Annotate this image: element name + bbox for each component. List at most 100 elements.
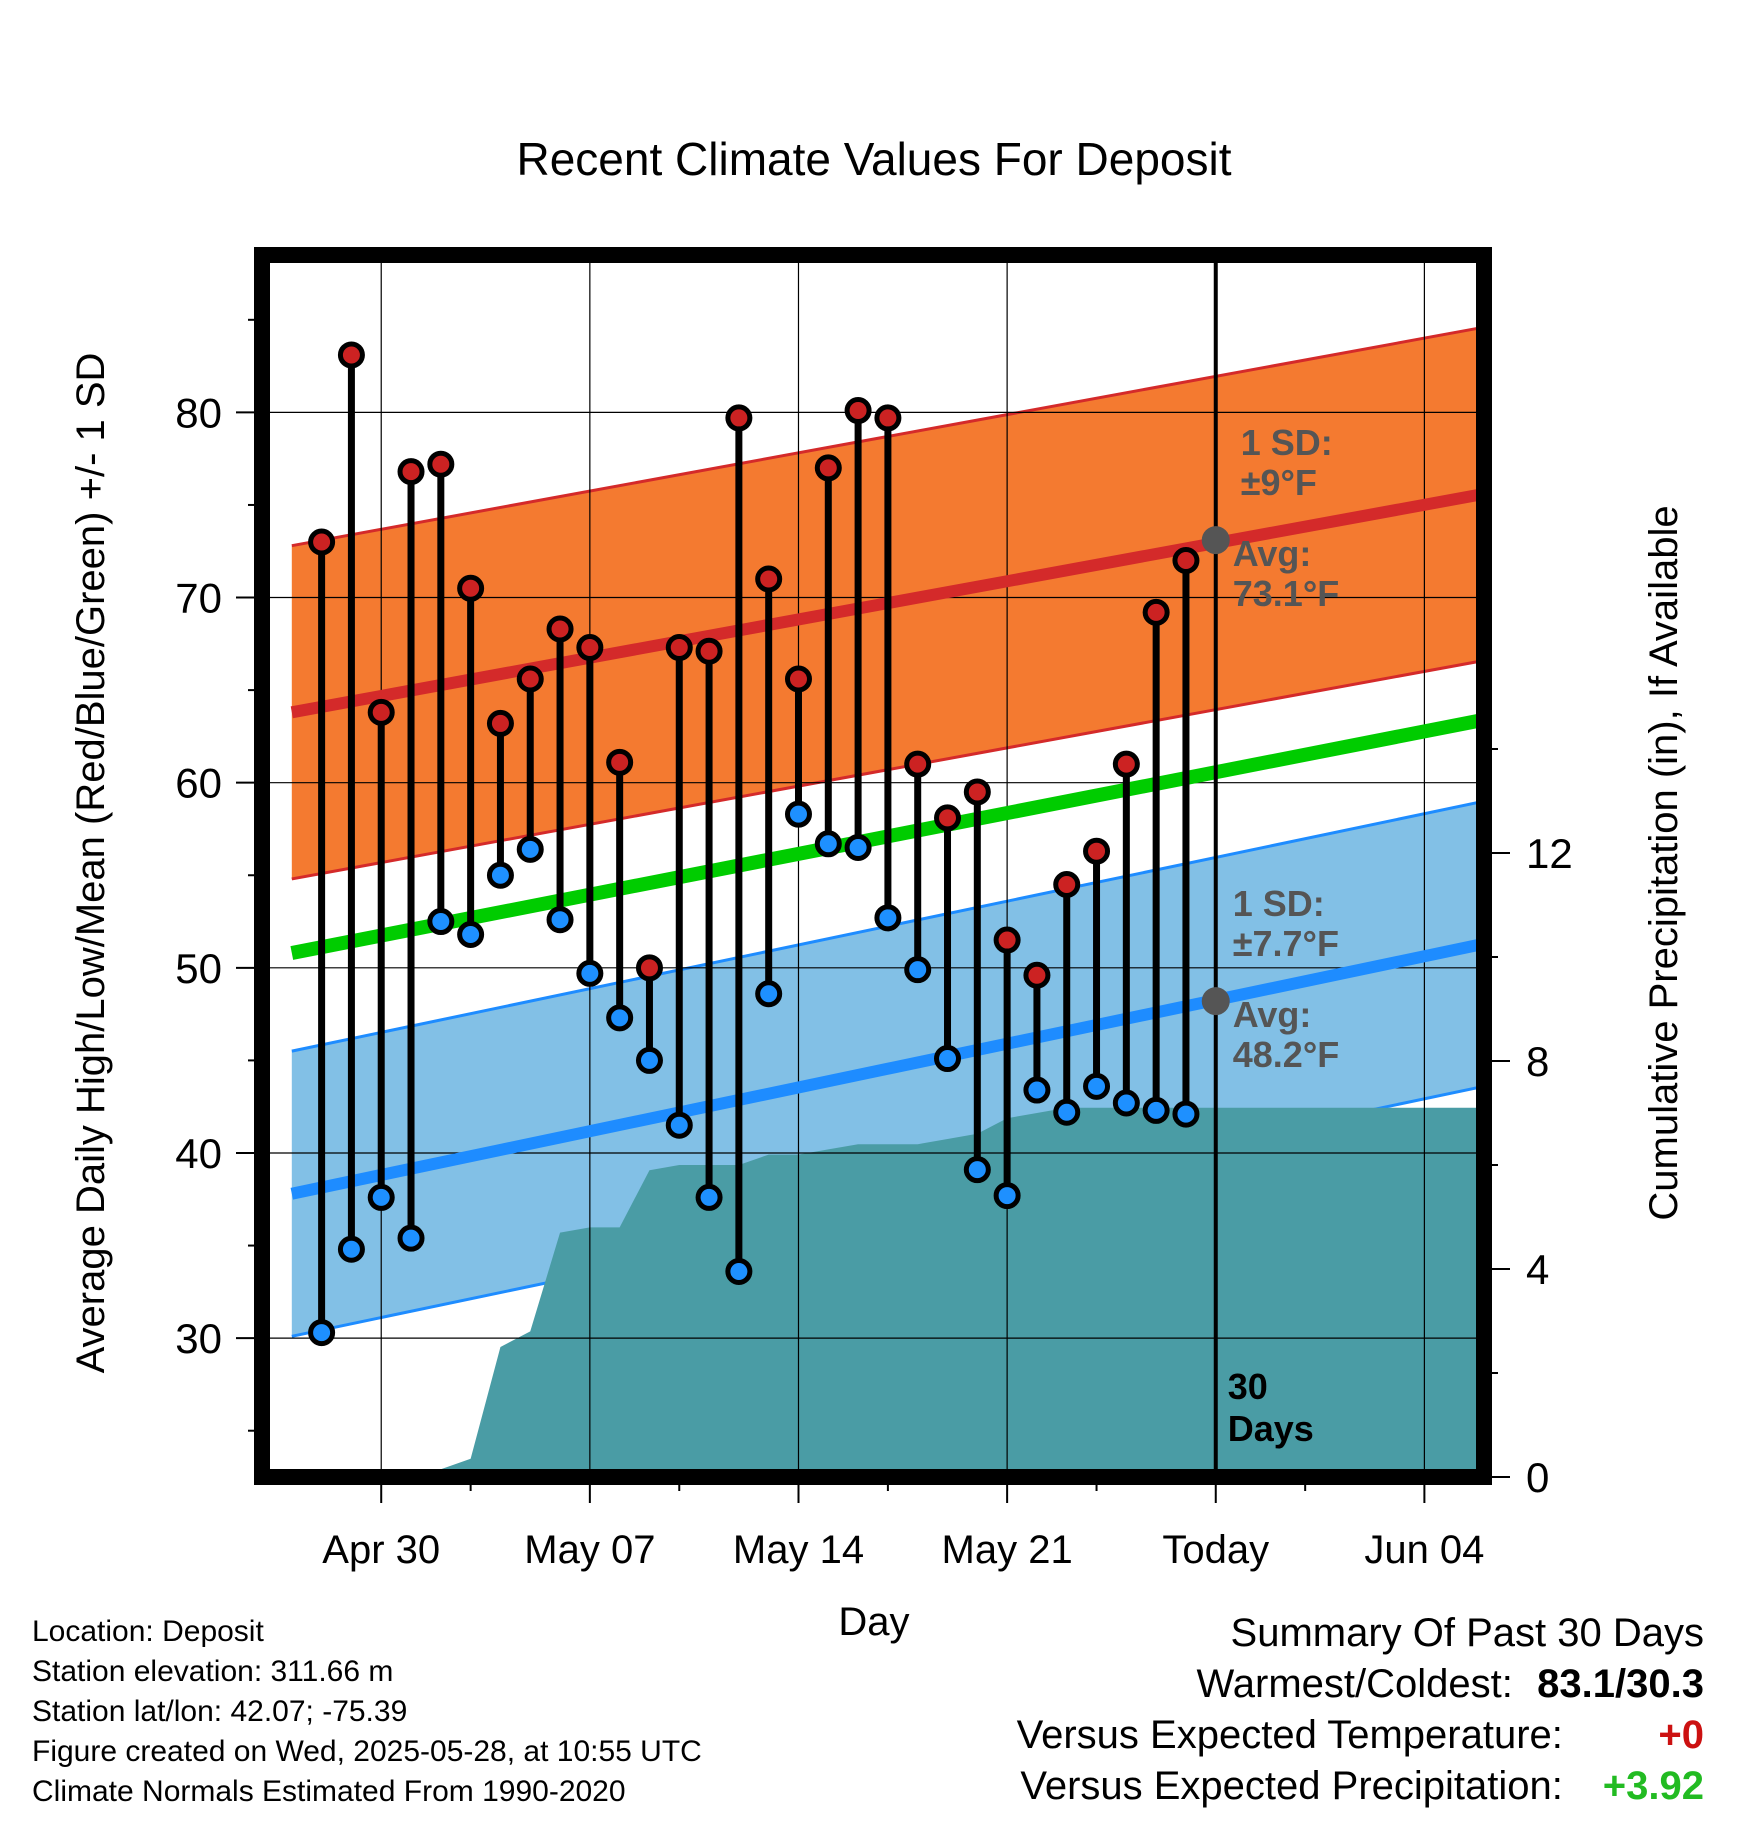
summary-title: Summary Of Past 30 Days [1230,1611,1704,1655]
daily-high-point [904,750,932,778]
daily-high-point [367,698,395,726]
high-sd-label: 1 SD: [1241,422,1333,463]
daily-low-point [397,1224,425,1252]
days-count-word: Days [1228,1408,1314,1449]
daily-high-point [665,634,693,662]
x-axis-label: Day [838,1600,909,1644]
daily-low-point [457,921,485,949]
latlon-text: Station lat/lon: 42.07; -75.39 [32,1695,408,1728]
x-tick-label: May 07 [524,1528,655,1572]
plot-frame [254,247,1492,1485]
daily-low-point [1023,1076,1051,1104]
daily-low-point [1112,1089,1140,1117]
daily-high-point [784,665,812,693]
daily-high-point [516,665,544,693]
daily-low-point [606,1004,634,1032]
daily-low-point [635,1046,663,1074]
low-sd-value: ±7.7°F [1233,923,1339,964]
x-tick-label: May 14 [733,1528,864,1572]
summary-panel: Summary Of Past 30 Days Warmest/Coldest:… [1017,1608,1704,1812]
daily-high-point [1023,961,1051,989]
location-text: Location: Deposit [32,1615,264,1648]
daily-low-point [725,1257,753,1285]
chart-title: Recent Climate Values For Deposit [517,133,1232,185]
daily-high-point [1053,871,1081,899]
warmest-value: 83.1/30.3 [1537,1662,1704,1706]
daily-low-point [844,833,872,861]
daily-low-point [516,835,544,863]
daily-high-point [725,404,753,432]
daily-low-point [1172,1100,1200,1128]
daily-high-point [874,404,902,432]
daily-low-point [695,1183,723,1211]
daily-high-point [457,574,485,602]
x-tick-label: Apr 30 [322,1528,440,1572]
low-sd-label: 1 SD: [1233,883,1325,924]
summary-precip-row: Versus Expected Precipitation: +3.92 [1017,1761,1704,1812]
low-avg-label: Avg: [1233,994,1312,1035]
daily-high-point [1083,837,1111,865]
daily-high-point [308,528,336,556]
daily-low-point [427,908,455,936]
daily-low-point [308,1319,336,1347]
daily-low-point [576,959,604,987]
daily-high-point [427,450,455,478]
y-right-tick-label: 8 [1526,1038,1549,1085]
daily-low-point [337,1235,365,1263]
y-tick-label: 60 [175,760,222,807]
created-text: Figure created on Wed, 2025-05-28, at 10… [32,1735,702,1768]
daily-high-point [546,615,574,643]
daily-high-point [963,778,991,806]
daily-high-point [576,634,604,662]
precip-label: Versus Expected Precipitation: [1020,1764,1563,1808]
days-count-number: 30 [1228,1366,1268,1407]
y-tick-label: 30 [175,1315,222,1362]
daily-low-point [934,1045,962,1073]
daily-low-point [367,1183,395,1211]
daily-low-point [1053,1098,1081,1126]
high-avg-value: 73.1°F [1233,573,1339,614]
normals-text: Climate Normals Estimated From 1990-2020 [32,1775,626,1808]
daily-low-point [904,956,932,984]
high-sd-value: ±9°F [1241,462,1317,503]
summary-warmest-row: Warmest/Coldest: 83.1/30.3 [1017,1659,1705,1710]
low-avg-value: 48.2°F [1233,1034,1339,1075]
daily-high-point [337,341,365,369]
daily-low-point [665,1111,693,1139]
daily-high-point [606,748,634,776]
daily-low-point [814,830,842,858]
precip-value: +3.92 [1602,1764,1704,1808]
y-tick-label: 50 [175,945,222,992]
y-tick-label: 40 [175,1130,222,1177]
daily-high-point [1142,598,1170,626]
x-tick-label: Today [1162,1528,1269,1572]
low-normal-line [290,937,1486,1200]
daily-low-point [1083,1072,1111,1100]
daily-low-point [784,800,812,828]
daily-high-point [934,804,962,832]
y-axis-label: Average Daily High/Low/Mean (Red/Blue/Gr… [69,353,113,1374]
high-avg-today-marker [1201,526,1230,555]
temp-value: +0 [1658,1713,1704,1757]
daily-low-point [546,906,574,934]
daily-high-point [993,926,1021,954]
y-right-tick-label: 4 [1526,1246,1549,1293]
daily-low-point [486,861,514,889]
high-avg-label: Avg: [1233,533,1312,574]
daily-high-point [635,954,663,982]
daily-high-point [695,637,723,665]
elevation-text: Station elevation: 311.66 m [32,1655,394,1688]
temp-label: Versus Expected Temperature: [1016,1713,1563,1757]
y-right-tick-label: 12 [1526,830,1573,877]
warmest-label: Warmest/Coldest: [1196,1662,1513,1706]
daily-high-point [486,709,514,737]
daily-low-point [963,1156,991,1184]
x-tick-label: May 21 [942,1528,1073,1572]
daily-high-point [397,458,425,486]
station-info: Location: Deposit Station elevation: 311… [32,1612,702,1812]
y-tick-label: 80 [175,389,222,436]
daily-low-point [755,980,783,1008]
daily-high-point [844,397,872,425]
daily-high-point [1172,547,1200,574]
